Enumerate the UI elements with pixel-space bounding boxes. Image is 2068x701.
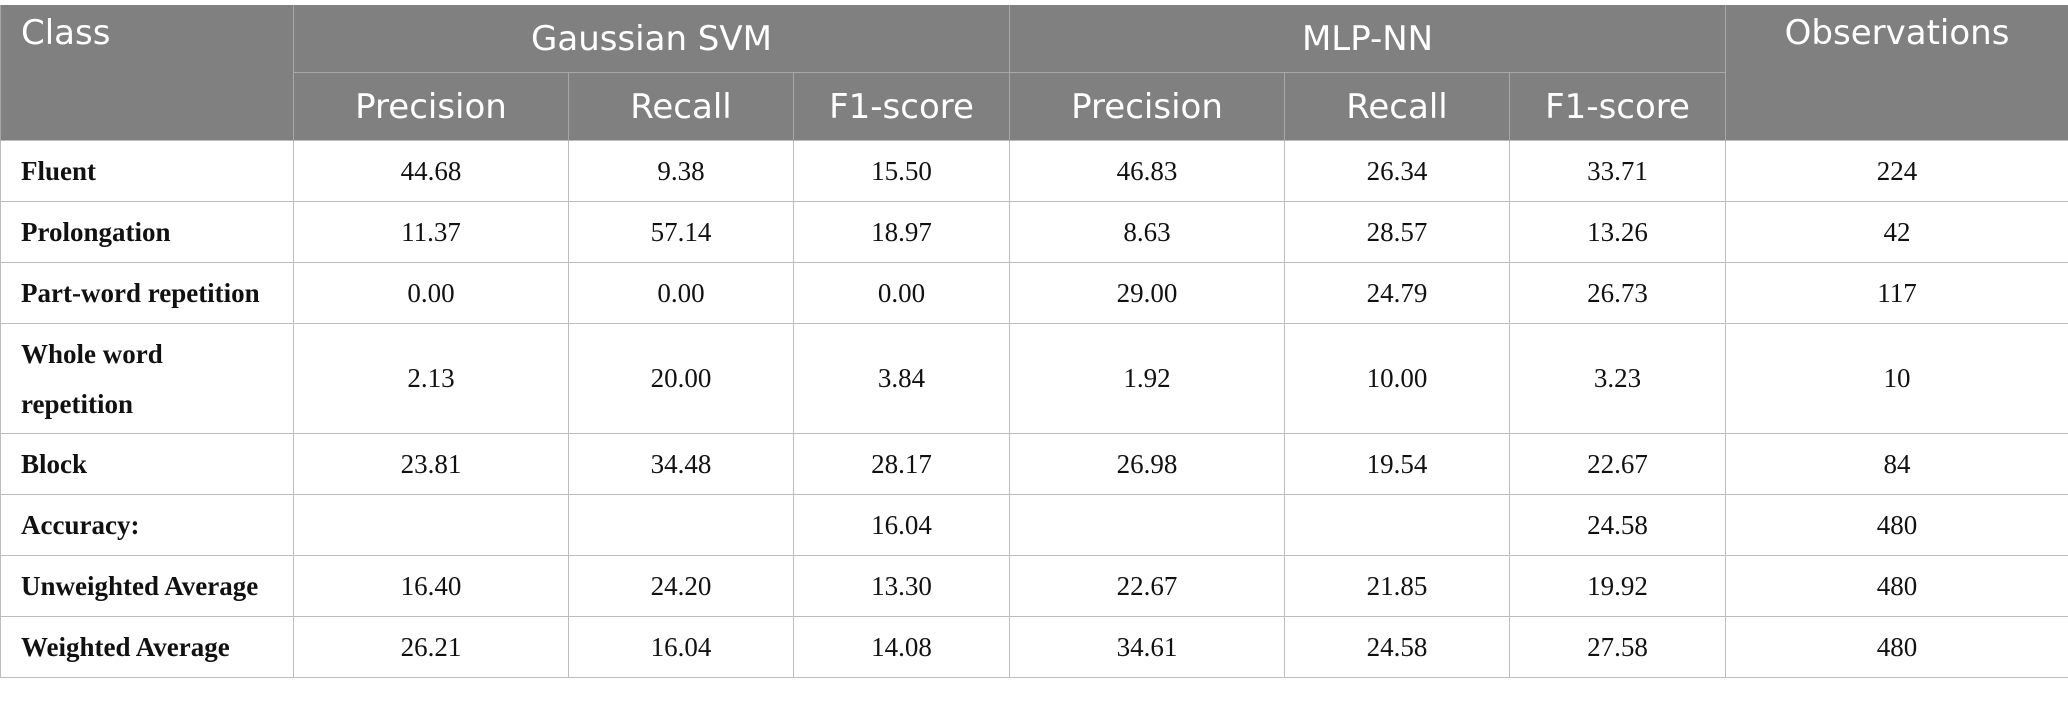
cell-svm-precision: 26.21: [293, 616, 569, 678]
table-row: Accuracy: 16.04 24.58 480: [0, 494, 2068, 556]
cell-observations: 84: [1725, 433, 2068, 495]
cell-mlp-f1: 33.71: [1509, 140, 1727, 202]
row-label: Unweighted Average: [0, 555, 294, 617]
cell-svm-recall: 16.04: [568, 616, 794, 678]
cell-svm-precision: 2.13: [293, 323, 569, 434]
cell-observations: 480: [1725, 494, 2068, 556]
cell-svm-precision: [293, 494, 569, 556]
header-svm-f1: F1-score: [792, 72, 1011, 141]
cell-mlp-f1: 13.26: [1509, 201, 1727, 263]
row-label: Accuracy:: [0, 494, 294, 556]
cell-svm-f1: 0.00: [792, 262, 1011, 324]
cell-mlp-recall: 19.54: [1284, 433, 1511, 495]
cell-svm-precision: 16.40: [293, 555, 569, 617]
cell-svm-f1: 3.84: [792, 323, 1011, 434]
cell-mlp-f1: 24.58: [1509, 494, 1727, 556]
cell-mlp-recall: 10.00: [1284, 323, 1511, 434]
cell-svm-recall: 9.38: [568, 140, 794, 202]
cell-svm-f1: 18.97: [792, 201, 1011, 263]
cell-mlp-precision: 8.63: [1009, 201, 1286, 263]
cell-mlp-recall: [1284, 494, 1511, 556]
cell-svm-recall: 20.00: [568, 323, 794, 434]
table-row: Block 23.81 34.48 28.17 26.98 19.54 22.6…: [0, 433, 2068, 495]
row-label: Whole word repetition: [0, 323, 294, 434]
table-row: Whole word repetition 2.13 20.00 3.84 1.…: [0, 323, 2068, 434]
header-observations: Observations: [1725, 5, 2068, 141]
cell-svm-recall: 57.14: [568, 201, 794, 263]
cell-mlp-precision: 29.00: [1009, 262, 1286, 324]
cell-observations: 224: [1725, 140, 2068, 202]
cell-mlp-f1: 19.92: [1509, 555, 1727, 617]
cell-mlp-precision: 26.98: [1009, 433, 1286, 495]
header-svm-recall: Recall: [568, 72, 794, 141]
header-svm-precision: Precision: [293, 72, 569, 141]
header-mlp-nn: MLP-NN: [1009, 5, 1727, 73]
cell-mlp-precision: 1.92: [1009, 323, 1286, 434]
header-mlp-recall: Recall: [1284, 72, 1511, 141]
cell-mlp-recall: 26.34: [1284, 140, 1511, 202]
cell-mlp-f1: 22.67: [1509, 433, 1727, 495]
cell-svm-f1: 14.08: [792, 616, 1011, 678]
table-row: Fluent 44.68 9.38 15.50 46.83 26.34 33.7…: [0, 140, 2068, 202]
cell-svm-f1: 15.50: [792, 140, 1011, 202]
cell-svm-precision: 44.68: [293, 140, 569, 202]
table-row: Prolongation 11.37 57.14 18.97 8.63 28.5…: [0, 201, 2068, 263]
results-table: Class Gaussian SVM MLP-NN Observations P…: [0, 5, 2068, 678]
table-row: Weighted Average 26.21 16.04 14.08 34.61…: [0, 616, 2068, 678]
cell-mlp-recall: 24.79: [1284, 262, 1511, 324]
cell-svm-precision: 0.00: [293, 262, 569, 324]
cell-mlp-f1: 27.58: [1509, 616, 1727, 678]
cell-mlp-recall: 28.57: [1284, 201, 1511, 263]
header-class: Class: [0, 5, 294, 141]
cell-svm-f1: 16.04: [792, 494, 1011, 556]
row-label: Fluent: [0, 140, 294, 202]
cell-mlp-precision: [1009, 494, 1286, 556]
cell-observations: 42: [1725, 201, 2068, 263]
cell-svm-recall: [568, 494, 794, 556]
cell-mlp-precision: 46.83: [1009, 140, 1286, 202]
cell-svm-recall: 24.20: [568, 555, 794, 617]
cell-svm-recall: 0.00: [568, 262, 794, 324]
table-row: Part-word repetition 0.00 0.00 0.00 29.0…: [0, 262, 2068, 324]
row-label: Part-word repetition: [0, 262, 294, 324]
cell-svm-precision: 11.37: [293, 201, 569, 263]
cell-observations: 480: [1725, 555, 2068, 617]
table-row: Unweighted Average 16.40 24.20 13.30 22.…: [0, 555, 2068, 617]
row-label: Prolongation: [0, 201, 294, 263]
cell-mlp-precision: 34.61: [1009, 616, 1286, 678]
cell-mlp-recall: 21.85: [1284, 555, 1511, 617]
cell-mlp-f1: 3.23: [1509, 323, 1727, 434]
header-gaussian-svm: Gaussian SVM: [292, 5, 1011, 73]
header-mlp-precision: Precision: [1009, 72, 1286, 141]
cell-mlp-f1: 26.73: [1509, 262, 1727, 324]
cell-svm-f1: 28.17: [792, 433, 1011, 495]
cell-mlp-recall: 24.58: [1284, 616, 1511, 678]
cell-svm-f1: 13.30: [792, 555, 1011, 617]
cell-observations: 10: [1725, 323, 2068, 434]
cell-svm-precision: 23.81: [293, 433, 569, 495]
results-table-container: Class Gaussian SVM MLP-NN Observations P…: [0, 5, 2068, 678]
cell-observations: 117: [1725, 262, 2068, 324]
cell-observations: 480: [1725, 616, 2068, 678]
cell-mlp-precision: 22.67: [1009, 555, 1286, 617]
header-mlp-f1: F1-score: [1509, 72, 1727, 141]
row-label: Weighted Average: [0, 616, 294, 678]
row-label: Block: [0, 433, 294, 495]
cell-svm-recall: 34.48: [568, 433, 794, 495]
